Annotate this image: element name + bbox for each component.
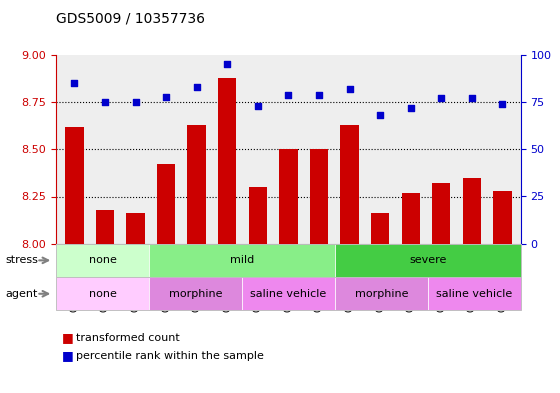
Bar — [402, 193, 420, 244]
Point — [437, 95, 446, 101]
Bar — [249, 187, 267, 244]
Point — [376, 112, 385, 119]
Text: agent: agent — [6, 289, 38, 299]
Bar — [432, 183, 450, 244]
Bar — [279, 149, 297, 244]
Point — [345, 86, 354, 92]
Bar — [188, 125, 206, 244]
Text: ■: ■ — [62, 331, 73, 345]
Text: morphine: morphine — [169, 289, 222, 299]
Point — [468, 95, 477, 101]
Text: severe: severe — [409, 255, 446, 265]
Bar — [65, 127, 83, 244]
Point — [498, 101, 507, 107]
Bar — [218, 78, 236, 244]
Point — [223, 61, 232, 68]
Point — [70, 80, 79, 86]
Text: GDS5009 / 10357736: GDS5009 / 10357736 — [56, 12, 205, 26]
Text: saline vehicle: saline vehicle — [436, 289, 512, 299]
Bar — [493, 191, 512, 244]
Point — [192, 84, 201, 90]
Bar — [310, 149, 328, 244]
Point — [131, 99, 140, 105]
Text: ■: ■ — [62, 349, 73, 362]
Point — [162, 94, 171, 100]
Text: none: none — [88, 255, 116, 265]
Point — [284, 92, 293, 98]
Bar — [340, 125, 359, 244]
Text: percentile rank within the sample: percentile rank within the sample — [76, 351, 263, 361]
Text: transformed count: transformed count — [76, 333, 179, 343]
Text: stress: stress — [6, 255, 39, 265]
Bar — [463, 178, 481, 244]
Point — [406, 105, 415, 111]
Text: none: none — [88, 289, 116, 299]
Bar — [371, 213, 389, 244]
Text: morphine: morphine — [354, 289, 408, 299]
Point — [253, 103, 262, 109]
Bar — [96, 210, 114, 244]
Text: mild: mild — [230, 255, 254, 265]
Point — [315, 92, 324, 98]
Point — [100, 99, 109, 105]
Bar — [157, 164, 175, 244]
Text: saline vehicle: saline vehicle — [250, 289, 326, 299]
Bar — [127, 213, 144, 244]
